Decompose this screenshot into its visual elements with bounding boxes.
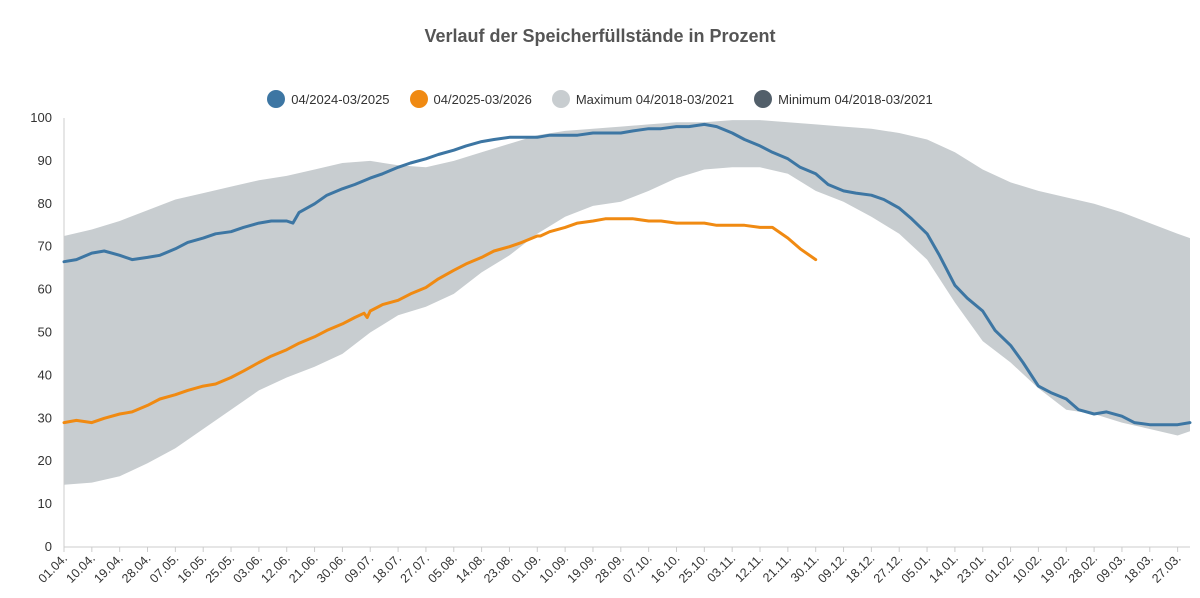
- x-tick-label-18: 10.09.: [537, 551, 571, 585]
- x-tick-label-20: 28.09.: [592, 551, 626, 585]
- x-tick-label-2: 19.04.: [91, 551, 125, 585]
- legend-swatch-maximum: [551, 90, 570, 108]
- x-tick-label-16: 23.08.: [481, 551, 515, 585]
- series-line-2: [62, 217, 818, 425]
- y-tick-label-40: 40: [38, 367, 52, 382]
- x-tick-label-28: 09.12.: [815, 551, 849, 585]
- x-tick-label-38: 09.03.: [1094, 551, 1128, 585]
- x-tick-label-26: 21.11.: [760, 551, 794, 585]
- x-tick-label-22: 16.10.: [648, 551, 682, 585]
- x-tick-label-30: 27.12.: [871, 551, 905, 585]
- legend-label-minimum: Minimum 04/2018-03/2021: [778, 91, 933, 107]
- y-tick-label-0: 0: [45, 539, 52, 554]
- legend-label-series-1: 04/2024-03/2025: [291, 91, 390, 107]
- series-line-1: [62, 122, 1192, 427]
- x-tick-label-32: 14.01.: [927, 551, 961, 585]
- x-tick-label-31: 05.01.: [899, 551, 933, 585]
- x-tick-label-35: 10.02.: [1010, 551, 1044, 585]
- y-tick-label-90: 90: [38, 153, 52, 168]
- y-tick-label-30: 30: [38, 410, 52, 425]
- x-tick-label-12: 18.07.: [370, 551, 404, 585]
- x-tick-label-15: 14.08.: [453, 551, 487, 585]
- x-tick-label-17: 01.09.: [509, 551, 543, 585]
- y-tick-label-50: 50: [38, 325, 52, 340]
- x-tick-label-25: 12.11.: [732, 551, 766, 585]
- y-tick-label-10: 10: [38, 496, 52, 511]
- legend-item-minimum[interactable]: Minimum 04/2018-03/2021: [754, 90, 933, 108]
- x-tick-label-5: 16.05.: [175, 551, 209, 585]
- x-tick-label-3: 28.04.: [119, 551, 153, 585]
- chart-title: Verlauf der Speicherfüllstände in Prozen…: [424, 26, 776, 46]
- x-tick-label-33: 23.01.: [954, 551, 988, 585]
- y-tick-label-20: 20: [38, 453, 52, 468]
- legend-swatch-series-2: [409, 90, 428, 108]
- legend-swatch-series-1: [267, 90, 286, 108]
- x-tick-label-8: 12.06.: [258, 551, 292, 585]
- legend-label-maximum: Maximum 04/2018-03/2021: [575, 91, 735, 107]
- x-tick-label-39: 18.03.: [1121, 551, 1155, 585]
- legend: 04/2024-03/2025 04/2025-03/2026 Maximum …: [0, 90, 1200, 108]
- x-tick-label-24: 03.11.: [704, 551, 738, 585]
- legend-item-series-2[interactable]: 04/2025-03/2026: [409, 90, 532, 108]
- x-tick-label-14: 05.08.: [425, 551, 459, 585]
- y-tick-label-100: 100: [30, 110, 52, 125]
- y-tick-label-60: 60: [38, 282, 52, 297]
- x-tick-label-11: 09.07.: [342, 551, 376, 585]
- x-tick-label-27: 30.11.: [788, 551, 822, 585]
- legend-swatch-minimum: [754, 90, 773, 108]
- y-tick-label-80: 80: [38, 196, 52, 211]
- x-tick-label-19: 19.09.: [565, 551, 599, 585]
- x-tick-label-21: 07.10.: [620, 551, 654, 585]
- x-tick-label-34: 01.02.: [982, 551, 1016, 585]
- x-tick-label-36: 19.02.: [1038, 551, 1072, 585]
- x-tick-label-6: 25.05.: [203, 551, 237, 585]
- x-tick-label-23: 25.10.: [676, 551, 710, 585]
- x-tick-label-29: 18.12.: [843, 551, 877, 585]
- y-tick-label-70: 70: [38, 239, 52, 254]
- x-tick-label-9: 21.06.: [286, 551, 320, 585]
- x-tick-label-4: 07.05.: [147, 551, 181, 585]
- legend-item-series-1[interactable]: 04/2024-03/2025: [267, 90, 390, 108]
- x-tick-label-10: 30.06.: [314, 551, 348, 585]
- legend-label-series-2: 04/2025-03/2026: [433, 91, 532, 107]
- x-tick-label-7: 03.06.: [231, 551, 265, 585]
- x-tick-label-1: 10.04.: [63, 551, 97, 585]
- x-tick-label-40: 27.03.: [1149, 551, 1183, 585]
- x-tick-label-13: 27.07.: [398, 551, 432, 585]
- x-tick-label-37: 28.02.: [1066, 551, 1100, 585]
- legend-item-maximum[interactable]: Maximum 04/2018-03/2021: [551, 90, 735, 108]
- band-area-max-min: [64, 120, 1190, 485]
- x-tick-label-0: 01.04.: [36, 551, 70, 585]
